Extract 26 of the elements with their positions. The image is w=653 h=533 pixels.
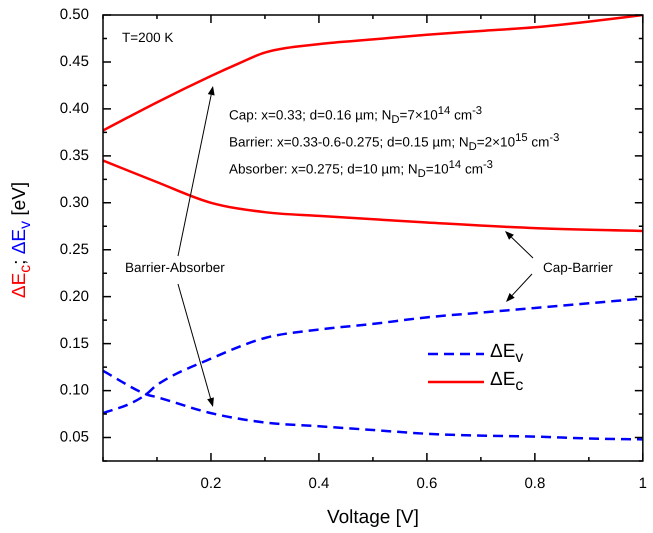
legend-label: ΔE$_{c}$ (490, 369, 524, 395)
line-series (103, 159, 643, 232)
annotation: Cap-Barrier (543, 260, 613, 276)
annotation: Barrier: x=0.33-0.6-0.275; d=0.15 µm; N$_{D}$=2×10$^{15}$ cm$^{-3}$ (229, 131, 560, 156)
x-axis-title: Voltage [V] (326, 506, 419, 528)
annotation: Cap: x=0.33; d=0.16 µm; N$_{D}$=7×10$^{14}$ cm$^{-3}$ (229, 104, 482, 128)
x-tick-label: 0.2 (200, 475, 222, 492)
x-tick-label: 0.8 (524, 475, 546, 492)
y-tick-label: 0.40 (60, 100, 89, 118)
y-tick-label: 0.15 (60, 334, 89, 352)
y-tick-label: 0.20 (60, 288, 89, 305)
y-tick-label: 0.45 (60, 53, 89, 70)
x-tick-label: 1 (638, 475, 647, 492)
y-tick-label: 0.30 (60, 194, 89, 211)
annotation: Barrier-Absorber (125, 260, 225, 276)
y-tick-label: 0.50 (60, 6, 89, 24)
x-tick-label: 0.6 (416, 475, 438, 492)
y-tick-label: 0.25 (60, 240, 89, 258)
y-tick-label: 0.35 (60, 146, 89, 164)
line-series (103, 15, 643, 132)
legend-label: ΔE$_{v}$ (490, 341, 524, 367)
annotation: Absorber: x=0.275; d=10 µm; N$_{D}$=10$^{14}$ cm$^{-3}$ (229, 158, 493, 182)
y-tick-label: 0.10 (60, 382, 89, 399)
x-tick-label: 0.4 (308, 475, 330, 492)
y-tick-label: 0.05 (60, 428, 89, 446)
annotation: T=200 K (122, 30, 174, 46)
